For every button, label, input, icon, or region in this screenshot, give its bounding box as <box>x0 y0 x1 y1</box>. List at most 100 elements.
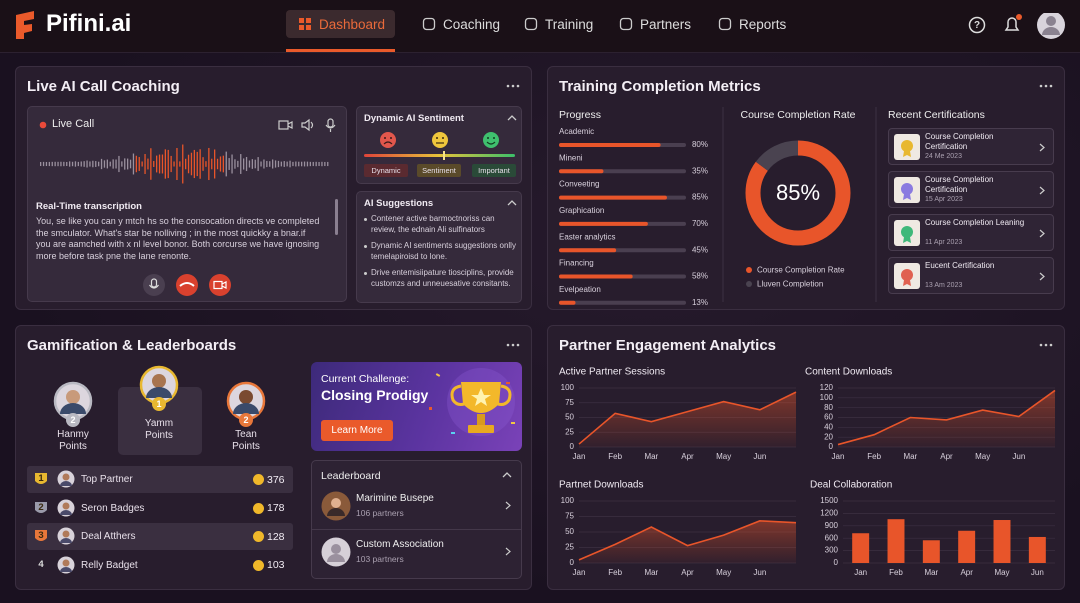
coin <box>253 502 264 514</box>
wave-bar <box>42 161 45 167</box>
collapse-icon[interactable] <box>507 114 517 122</box>
certificate-icon <box>894 134 920 160</box>
x-tick-label: Jun <box>1031 568 1044 577</box>
progress-value: 35% <box>692 166 708 175</box>
panel-title: Gamification & Leaderboards <box>27 337 237 354</box>
progress-label: Conveeting <box>559 180 599 189</box>
call-controls <box>143 274 231 296</box>
wave-bar <box>245 156 248 172</box>
area <box>579 520 796 563</box>
nav-label: Training <box>545 17 594 32</box>
wave-bar <box>60 161 62 167</box>
progress-label: Easter analytics <box>559 232 615 241</box>
certification-date: 13 Am 2023 <box>925 282 963 289</box>
challenge-kicker: Current Challenge: <box>321 373 410 385</box>
certification-item[interactable]: Course Completion Leaning 11 Apr 2023 <box>888 214 1054 251</box>
mute-button[interactable] <box>143 274 165 296</box>
row-avatar <box>57 470 75 488</box>
bell-icon[interactable] <box>1004 17 1020 31</box>
wave-bar <box>69 161 71 167</box>
panel-title: Live AI Call Coaching <box>27 78 180 95</box>
more-menu[interactable] <box>506 342 520 348</box>
certification-item[interactable]: Eucent Certification 13 Am 2023 <box>888 257 1054 294</box>
live-call-box: Live Call Real-Time transcription You, s… <box>27 106 347 302</box>
wave-bar <box>127 158 129 170</box>
wave-bar <box>216 158 219 170</box>
line <box>578 391 797 445</box>
nav-item[interactable]: Dashboard <box>286 10 395 38</box>
nav-item[interactable]: Partners <box>607 10 691 38</box>
live-dot <box>39 121 47 129</box>
rank-number: 1 <box>38 473 44 484</box>
chart-title: Active Partner Sessions <box>559 367 665 378</box>
donut-segment <box>745 140 851 246</box>
more-menu[interactable] <box>1039 342 1053 348</box>
sentiment-tags: Dynamic Sentiment Important <box>357 164 523 180</box>
progress-value: 70% <box>692 219 708 228</box>
wave-bar <box>129 159 132 169</box>
rank-number: 3 <box>38 530 44 541</box>
hangup-button[interactable] <box>176 274 198 296</box>
wave-bar <box>150 148 152 180</box>
wave-bar <box>196 151 198 177</box>
leaderboard-item[interactable]: Marimine Busepe 106 partners <box>312 485 521 530</box>
wave-bar <box>74 161 77 167</box>
chevron <box>1039 272 1045 281</box>
more-menu[interactable] <box>506 83 520 89</box>
sentiment-box: Dynamic AI Sentiment Dynamic Sentiment Imp… <box>356 106 522 184</box>
wave-bar <box>243 158 245 170</box>
wave-bar <box>257 157 259 171</box>
wave-bar <box>147 158 149 170</box>
progress-label: Evelpeation <box>559 285 601 294</box>
wave-bar <box>144 154 146 174</box>
row-points: 376 <box>267 473 285 486</box>
nav-item[interactable]: Training <box>512 10 593 38</box>
rank-row: 2 Seron Badges 178 <box>27 495 293 522</box>
wave-bar <box>86 160 88 168</box>
legend-swatch <box>746 267 752 273</box>
wave-bar <box>66 161 68 167</box>
help-icon[interactable] <box>968 16 986 34</box>
nav-item[interactable]: Reports <box>706 10 786 38</box>
wave-bar <box>298 161 300 167</box>
wave-bar <box>219 156 222 172</box>
wave-bar <box>98 161 100 167</box>
nav-underline <box>286 49 395 52</box>
wave-bar <box>190 152 193 176</box>
sentiment-tag: Dynamic <box>364 164 408 177</box>
wave-bar <box>109 161 111 167</box>
wave-bar <box>48 161 50 167</box>
nav-label: Coaching <box>443 17 501 32</box>
learn-more-button[interactable]: Learn More <box>321 420 393 441</box>
y-tick-label: 600 <box>825 533 839 542</box>
row-points: 103 <box>267 559 285 571</box>
x-tick-label: Apr <box>940 452 953 461</box>
y-tick-label: 75 <box>565 512 574 521</box>
nav-item[interactable]: Coaching <box>410 10 500 38</box>
x-tick-label: May <box>716 452 731 461</box>
leaderboard-item[interactable]: Custom Association 103 partners <box>312 531 521 575</box>
more-menu[interactable] <box>1039 83 1053 89</box>
sentiment-graphic <box>364 132 515 160</box>
live-status: Live Call <box>52 118 95 130</box>
certification-title: Eucent Certification <box>925 261 995 270</box>
podium-name: Tean <box>235 429 257 440</box>
progress-bar <box>559 248 617 253</box>
leaderboard-sub: 106 partners <box>356 508 404 518</box>
collapse-icon[interactable] <box>507 199 517 207</box>
certification-item[interactable]: Course Completion Certification 15 Apr 20… <box>888 171 1054 208</box>
certification-item[interactable]: Course Completion Certification 24 Me 202… <box>888 128 1054 165</box>
video-button[interactable] <box>209 274 231 296</box>
coin <box>253 474 264 485</box>
y-tick-label: 80 <box>824 403 833 412</box>
progress-value: 58% <box>692 272 708 281</box>
leaderboard-name: Custom Association <box>356 539 444 550</box>
collapse-icon[interactable] <box>502 471 512 479</box>
top-bar: Pifini.ai Dashboard Coaching Training Partn… <box>0 0 1080 53</box>
training-graphics: Progress Academic 80% Mineni 35% Conveeting 85… <box>559 107 877 307</box>
bar <box>958 530 976 563</box>
y-tick-label: 100 <box>820 393 834 402</box>
wave-bar <box>324 161 326 167</box>
wave-bar <box>205 161 207 167</box>
wave-bar <box>237 160 239 168</box>
